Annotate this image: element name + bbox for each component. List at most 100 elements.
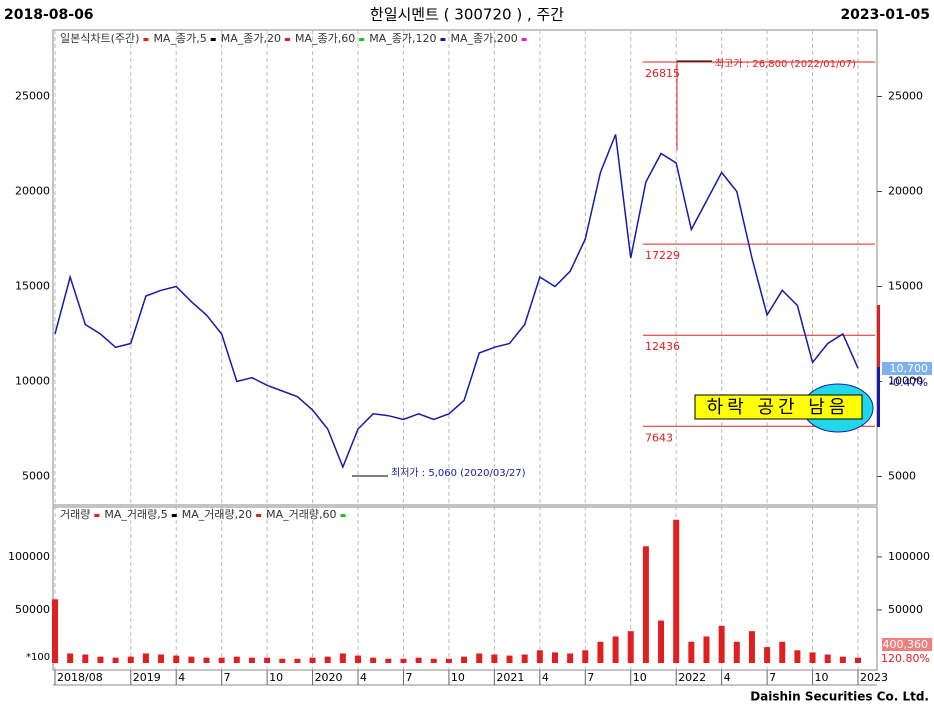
change-badge: -0.47%: [889, 376, 928, 389]
volume-bar: [173, 655, 180, 663]
volume-bar: [794, 650, 801, 663]
y-tick-label: 100000: [888, 550, 930, 563]
y-tick-label: 50000: [888, 603, 923, 616]
level-label: 26815: [645, 67, 680, 80]
volume-bar: [445, 658, 452, 663]
badge: [877, 367, 880, 427]
legend-entry: 일본식차트(주간): [60, 31, 139, 45]
volume-bar: [415, 657, 422, 663]
level-label: 7643: [645, 431, 673, 444]
volume-bar: [339, 653, 346, 663]
y-tick-label: 100000: [8, 550, 50, 563]
volume-bar: [142, 653, 149, 663]
volume-bar: [324, 656, 331, 663]
volume-bar: [809, 652, 816, 663]
volume-bar: [476, 653, 483, 663]
y-tick-label: 20000: [15, 185, 50, 198]
y-tick-label: 10000: [888, 375, 923, 388]
volume-bar: [718, 625, 725, 663]
volume-bar: [112, 657, 119, 663]
legend-swatch: [143, 38, 149, 41]
volume-bar: [733, 641, 740, 663]
y-tick-label: 25000: [888, 90, 923, 103]
volume-bar: [461, 656, 468, 663]
y-tick-label: 10000: [15, 375, 50, 388]
y-tick-label: 50000: [15, 603, 50, 616]
level-label: 12436: [645, 340, 680, 353]
volume-bar: [597, 641, 604, 663]
volume-bar: [506, 655, 513, 663]
x-tick-label: 4: [178, 671, 185, 684]
volume-bar: [218, 657, 225, 663]
volume-change-badge: 120.80%: [881, 652, 930, 665]
legend-entry: MA_거래량,60: [266, 508, 336, 521]
note: 하락 공간 남음: [707, 397, 850, 418]
legend-entry: MA_거래량,5: [104, 508, 167, 521]
y-tick-label: 5000: [22, 470, 50, 483]
volume-bar: [400, 658, 407, 663]
legend-swatch: [94, 514, 100, 517]
volume-bar: [188, 656, 195, 663]
volume-bar: [203, 657, 210, 663]
volume-bar: [839, 656, 846, 663]
volume-bar: [688, 641, 695, 663]
legend-entry: MA_종가,5: [153, 32, 206, 45]
y-tick-label: 15000: [888, 280, 923, 293]
legend-swatch: [521, 38, 527, 41]
y-tick-label: 25000: [15, 90, 50, 103]
price-badge: 10,700: [890, 362, 929, 375]
x-tick-label: 4: [542, 671, 549, 684]
footer: Daishin Securities Co. Ltd.: [750, 690, 929, 704]
y-tick-label: 5000: [888, 470, 916, 483]
legend-entry: 거래량: [60, 508, 90, 521]
scale-label: *100: [26, 652, 50, 663]
volume-bar: [779, 641, 786, 663]
x-tick-label: 7: [405, 671, 412, 684]
legend-swatch: [284, 38, 290, 41]
legend-entry: MA_종가,120: [369, 32, 436, 45]
volume-bar: [52, 599, 58, 663]
low-annotation: 최저가 : 5,060 (2020/03/27): [391, 467, 526, 479]
legend-entry: MA_종가,20: [221, 32, 281, 45]
volume-bar: [127, 656, 134, 663]
volume-bar: [264, 657, 271, 663]
high-annotation: 최고가 : 26,800 (2022/01/07): [715, 58, 856, 70]
chart-title: 한일시멘트 ( 300720 ) , 주간: [370, 6, 564, 24]
volume-bar: [67, 653, 74, 663]
volume-bar: [294, 658, 301, 663]
volume-panel: [52, 506, 878, 671]
end-date: 2023-01-05: [840, 7, 930, 23]
volume-bar: [612, 636, 619, 663]
volume-bar: [567, 653, 574, 663]
badge: [882, 638, 932, 651]
volume-bar: [748, 631, 755, 663]
price-line: [54, 134, 859, 470]
legend-entry: MA_종가,200: [450, 32, 517, 45]
x-tick-label: 4: [724, 671, 731, 684]
x-tick-label: 2021: [496, 671, 524, 684]
volume-bar: [158, 654, 165, 663]
start-date: 2018-08-06: [4, 7, 94, 23]
volume-bar: [370, 657, 377, 663]
x-tick-label: 2022: [678, 671, 706, 684]
y-tick-label: 20000: [888, 185, 923, 198]
x-tick-label: 7: [769, 671, 776, 684]
y-tick-label: 15000: [15, 280, 50, 293]
x-tick-label: 2023: [860, 671, 888, 684]
x-tick-label: 10: [269, 671, 283, 684]
volume-bar: [521, 654, 528, 663]
volume-bar: [491, 654, 498, 663]
legend-swatch: [210, 38, 216, 41]
x-tick-label: 2019: [133, 671, 161, 684]
x-tick-label: 10: [633, 671, 647, 684]
volume-bar: [582, 650, 589, 663]
volume-bar: [309, 657, 316, 663]
volume-bar: [233, 656, 240, 663]
x-tick-label: 2020: [315, 671, 343, 684]
volume-bar: [703, 636, 710, 663]
volume-bar: [248, 657, 255, 663]
note-box: [694, 394, 863, 420]
legend-swatch: [256, 514, 262, 517]
